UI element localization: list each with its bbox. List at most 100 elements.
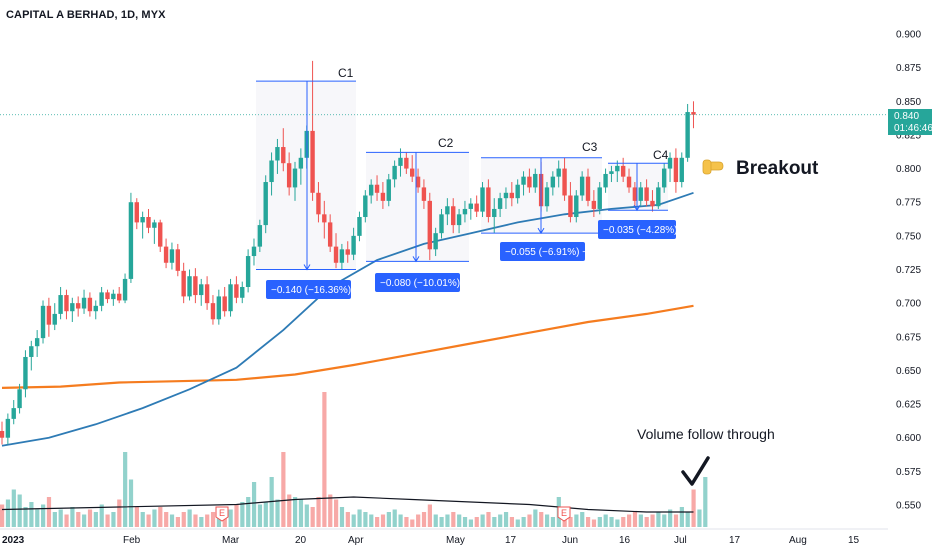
price-value: 0.840 — [894, 111, 919, 122]
time-tick-label: Feb — [123, 535, 141, 546]
volume-bar — [58, 509, 63, 527]
volume-bar — [240, 502, 245, 527]
price-tick-label: 0.750 — [896, 231, 921, 242]
volume-bar — [146, 514, 151, 527]
measure-badge — [375, 273, 460, 292]
volume-bar — [691, 489, 696, 527]
candle — [204, 276, 210, 310]
volume-bar — [52, 512, 57, 527]
volume-bar — [480, 514, 485, 527]
candlesticks — [0, 60, 696, 445]
candle — [46, 297, 52, 337]
volume-bar — [339, 507, 345, 527]
volume-bar — [603, 514, 608, 527]
candle — [310, 60, 315, 201]
candle — [451, 198, 456, 234]
volume-bar — [228, 509, 233, 527]
volume-bar — [521, 517, 526, 527]
candle — [556, 160, 561, 188]
candle — [52, 303, 57, 331]
volume-bar — [316, 497, 321, 527]
candle — [474, 195, 479, 218]
volume-bar — [123, 452, 128, 527]
volume-bar — [128, 479, 134, 527]
candle — [169, 242, 175, 270]
price-tick-label: 0.650 — [896, 366, 921, 377]
volume-bar — [550, 517, 556, 527]
volume-bar — [345, 512, 350, 527]
long-moving-average-line — [1, 304, 694, 389]
candle — [87, 292, 93, 317]
time-tick-label: 17 — [505, 535, 517, 546]
candle — [667, 152, 673, 183]
measure-badge-text: −0.035 (−4.28%) −7 — [603, 225, 692, 236]
measure-arrow — [537, 227, 545, 235]
candle — [5, 413, 11, 445]
candle — [620, 157, 626, 183]
candle — [187, 269, 192, 301]
candle — [603, 168, 608, 193]
candle — [292, 161, 298, 201]
pointing-hand-icon — [702, 159, 724, 175]
consolidation-label: C2 — [438, 136, 454, 150]
candle — [40, 300, 46, 344]
candle — [105, 289, 110, 304]
volume-bar — [328, 494, 333, 527]
candle — [228, 278, 233, 317]
candle — [410, 155, 415, 183]
measure-tools: C1 −0.140 (−16.36%) −28 C2 −0.080 (−10.01%)… — [256, 66, 692, 299]
check-mark-icon — [681, 456, 710, 486]
candle — [0, 421, 5, 445]
price-tick-label: 0.875 — [896, 63, 921, 74]
volume-bar — [410, 519, 415, 527]
volume-bar — [263, 502, 268, 527]
volume-bar — [609, 517, 614, 527]
measure-arrow — [412, 256, 420, 263]
volume-bar — [322, 392, 327, 527]
measure-badge — [500, 242, 585, 261]
candle — [181, 262, 186, 304]
volume-bar — [462, 517, 468, 527]
volume-bar — [251, 482, 257, 527]
volume-bar — [703, 477, 708, 527]
volume-bar — [310, 507, 315, 527]
candle — [245, 249, 251, 293]
volume-bar — [468, 519, 473, 527]
candle — [486, 179, 491, 223]
candle — [386, 173, 391, 207]
candle — [286, 152, 292, 196]
candle — [251, 238, 257, 266]
candle — [140, 211, 145, 239]
volume-bar — [169, 514, 175, 527]
volume-bar — [64, 514, 69, 527]
time-axis[interactable]: 2023 Feb Mar 20 Apr May 17 Jun 16 Jul 17 Aug 15 — [2, 535, 860, 546]
candle — [509, 182, 515, 207]
price-tick-label: 0.850 — [896, 97, 921, 108]
candle — [462, 200, 468, 223]
time-tick-label: Mar — [222, 535, 240, 546]
volume-bar — [632, 512, 638, 527]
candle — [216, 289, 222, 325]
volume-bar — [281, 452, 286, 527]
candle — [17, 383, 22, 414]
candle — [626, 168, 632, 193]
price-axis[interactable]: 0.900 0.875 0.850 0.825 0.800 0.775 0.750 0.725… — [896, 30, 921, 512]
candle — [492, 198, 497, 234]
volume-bar — [685, 512, 690, 527]
consolidation-label: C3 — [582, 140, 598, 154]
candle — [562, 157, 567, 201]
candle — [134, 198, 139, 230]
volume-bars — [0, 392, 708, 527]
consolidation-label: C4 — [653, 148, 669, 162]
price-tick-label: 0.725 — [896, 265, 921, 276]
candle — [503, 187, 509, 209]
candle — [579, 171, 585, 201]
volume-bar — [351, 514, 356, 527]
candle — [497, 192, 503, 218]
volume-bar — [46, 497, 52, 527]
volume-bar — [164, 512, 169, 527]
candle — [163, 238, 169, 269]
volume-bar — [380, 514, 386, 527]
